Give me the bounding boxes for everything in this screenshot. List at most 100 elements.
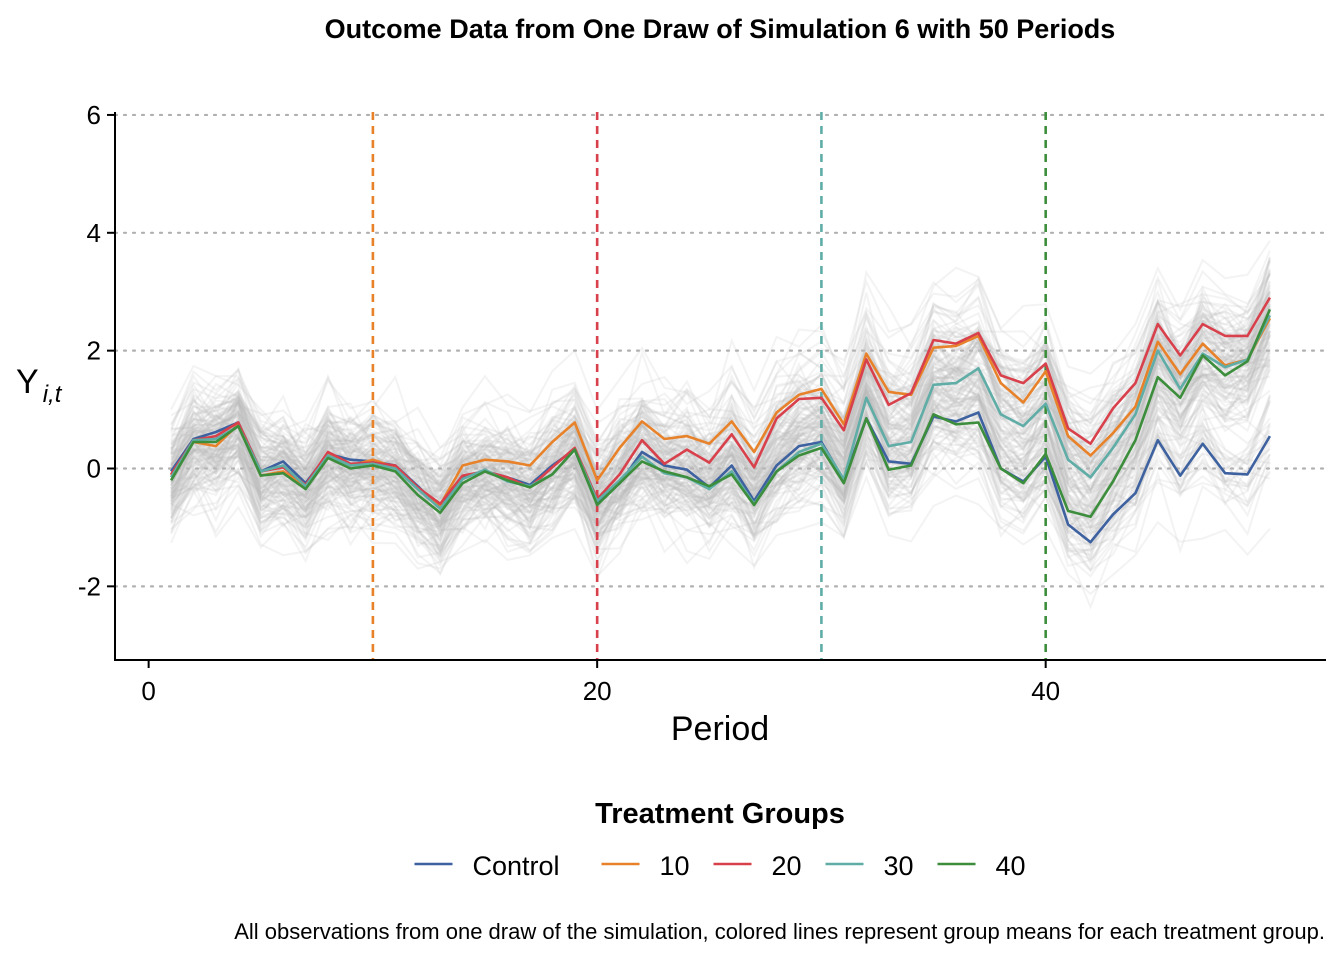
observation-line bbox=[170, 381, 1271, 554]
observation-line bbox=[170, 355, 1271, 558]
observation-line bbox=[170, 315, 1271, 506]
observation-line bbox=[170, 446, 1271, 578]
observation-line bbox=[170, 390, 1271, 522]
observation-line bbox=[170, 350, 1271, 548]
observation-line bbox=[170, 375, 1271, 571]
legend-label-40: 40 bbox=[996, 851, 1026, 881]
x-tick-label: 20 bbox=[583, 676, 612, 706]
observation-line bbox=[170, 258, 1271, 512]
observation-line bbox=[170, 425, 1271, 572]
observation-line bbox=[170, 330, 1271, 559]
observation-line bbox=[170, 299, 1271, 530]
observation-line bbox=[170, 273, 1271, 501]
observation-line bbox=[170, 299, 1271, 508]
observation-line bbox=[170, 323, 1271, 548]
observation-line bbox=[170, 280, 1271, 477]
observation-line bbox=[170, 302, 1271, 522]
observation-line bbox=[170, 356, 1271, 558]
observation-line bbox=[170, 303, 1271, 489]
legend: Control 10 20 30 40 bbox=[414, 851, 1026, 881]
observation-line bbox=[170, 274, 1271, 480]
observation-line bbox=[170, 289, 1271, 507]
observation-line bbox=[170, 311, 1271, 504]
observation-line bbox=[171, 399, 1271, 534]
observation-line bbox=[170, 352, 1271, 571]
observation-line bbox=[170, 369, 1271, 577]
observation-line bbox=[170, 362, 1271, 556]
observation-line bbox=[170, 408, 1271, 553]
observation-line bbox=[170, 323, 1271, 555]
series-line-control bbox=[170, 411, 1272, 544]
observation-line bbox=[170, 297, 1271, 504]
observation-line bbox=[170, 335, 1271, 530]
group-mean-lines bbox=[169, 296, 1272, 544]
observation-line bbox=[170, 296, 1271, 495]
observation-line bbox=[170, 358, 1271, 541]
observation-line bbox=[171, 291, 1271, 497]
observation-line bbox=[170, 332, 1271, 542]
observation-line bbox=[170, 256, 1271, 487]
observation-line bbox=[170, 300, 1271, 491]
observation-line bbox=[170, 312, 1271, 532]
observation-line bbox=[170, 375, 1271, 546]
observation-line bbox=[170, 334, 1271, 532]
x-axis-title: Period bbox=[671, 710, 769, 748]
observation-line bbox=[170, 296, 1271, 518]
observation-line bbox=[170, 269, 1271, 493]
observation-line bbox=[170, 272, 1271, 498]
observation-line bbox=[170, 329, 1271, 506]
observation-line bbox=[170, 250, 1271, 479]
observation-line bbox=[170, 284, 1271, 530]
y-tick-label: 4 bbox=[87, 218, 101, 248]
observation-line bbox=[170, 319, 1271, 529]
x-tick-label: 40 bbox=[1031, 676, 1060, 706]
observation-line bbox=[171, 281, 1271, 491]
observation-line bbox=[170, 358, 1271, 575]
legend-title: Treatment Groups bbox=[595, 798, 845, 830]
observation-line bbox=[170, 343, 1271, 583]
observation-line bbox=[170, 336, 1271, 540]
observation-line bbox=[170, 427, 1271, 561]
observation-line bbox=[170, 334, 1270, 524]
observation-line bbox=[170, 303, 1271, 520]
observation-line bbox=[170, 356, 1271, 554]
observation-line bbox=[170, 312, 1271, 519]
observation-line bbox=[170, 389, 1271, 515]
observation-line bbox=[170, 389, 1271, 557]
treatment-start-lines bbox=[371, 112, 1047, 660]
observation-line bbox=[170, 410, 1271, 547]
observation-line bbox=[170, 321, 1271, 533]
observation-line bbox=[170, 344, 1271, 543]
observation-line bbox=[170, 240, 1271, 457]
observation-line bbox=[170, 370, 1271, 525]
observation-line bbox=[170, 330, 1271, 547]
observation-line bbox=[170, 393, 1271, 532]
observation-line bbox=[170, 259, 1271, 468]
observation-line bbox=[170, 332, 1271, 555]
legend-label-control: Control bbox=[473, 851, 560, 881]
observation-line bbox=[170, 366, 1271, 570]
y-tick-label: 6 bbox=[87, 100, 101, 130]
observation-line bbox=[170, 338, 1271, 545]
observation-line bbox=[170, 366, 1271, 536]
y-axis-title-main: Y bbox=[16, 363, 39, 401]
observation-line bbox=[170, 287, 1271, 498]
observation-line bbox=[170, 271, 1271, 476]
y-axis-title-subscript: i,t bbox=[43, 381, 63, 408]
x-tick-label: 0 bbox=[141, 676, 155, 706]
observation-line bbox=[171, 271, 1271, 490]
chart-caption: All observations from one draw of the si… bbox=[234, 919, 1325, 944]
observation-line bbox=[170, 474, 1271, 596]
observation-line bbox=[170, 310, 1271, 530]
observation-line bbox=[170, 319, 1271, 537]
grid-lines bbox=[113, 113, 1328, 588]
observation-line bbox=[170, 291, 1271, 505]
x-axis-ticks: 0 20 40 bbox=[141, 660, 1060, 706]
observation-line bbox=[170, 352, 1271, 540]
observation-line bbox=[170, 330, 1271, 575]
y-axis-ticks: 6 4 2 0 -2 bbox=[78, 100, 115, 601]
observation-line bbox=[170, 293, 1271, 509]
observation-line bbox=[170, 295, 1271, 527]
